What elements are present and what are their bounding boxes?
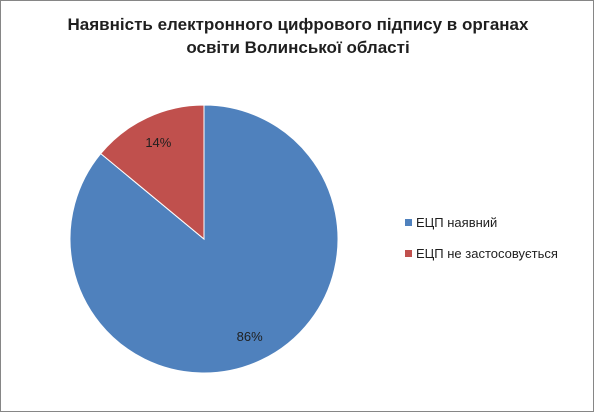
legend-item-ecp-not-used: ЕЦП не застосовується (405, 244, 558, 262)
pie-slices (69, 104, 339, 374)
chart-title-line-2: освіти Волинської області (186, 38, 410, 57)
data-label-ecp-present: 86% (237, 329, 263, 344)
data-label-ecp-not-used: 14% (145, 135, 171, 150)
pie-data-labels: 86% 14% (145, 135, 263, 344)
legend-label-ecp-not-used: ЕЦП не застосовується (416, 245, 558, 261)
pie-slice-ecp-not-used (100, 104, 205, 241)
chart-title-line-1: Наявність електронного цифрового підпису… (67, 15, 529, 34)
legend-swatch-ecp-present (405, 218, 412, 226)
legend-label-ecp-present: ЕЦП наявний (416, 214, 498, 230)
chart-title: Наявність електронного цифрового підпису… (41, 13, 555, 59)
legend-swatch-ecp-not-used (405, 249, 412, 257)
legend-item-ecp-present: ЕЦП наявний (405, 213, 558, 231)
legend: ЕЦП наявний ЕЦП не застосовується (405, 213, 558, 275)
